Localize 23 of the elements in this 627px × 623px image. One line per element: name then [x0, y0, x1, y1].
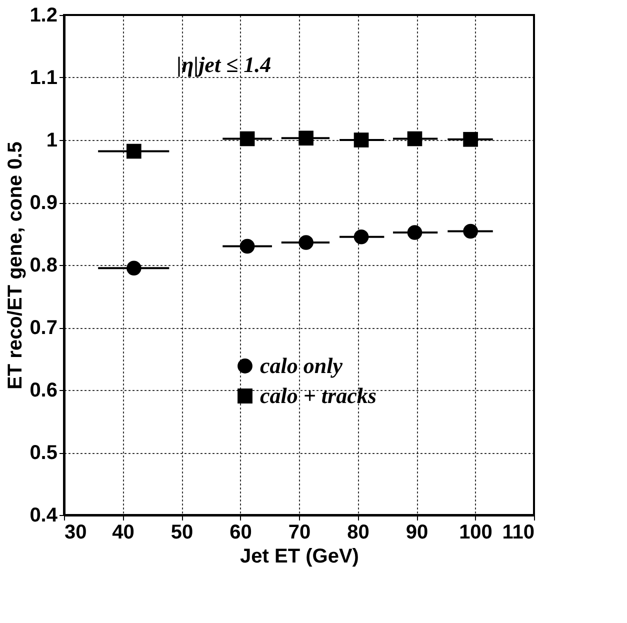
y-tick-label: 1.2 [30, 4, 58, 26]
legend-label: calo only [260, 353, 343, 378]
x-tick-label: 80 [347, 522, 370, 544]
x-axis-title: Jet ET (GeV) [240, 546, 359, 568]
x-tick-label: 50 [170, 522, 194, 544]
y-tick-label: 0.4 [30, 504, 58, 526]
y-tick-label: 0.9 [30, 192, 58, 214]
y-axis-title: ET reco/ET gene, cone 0.5 [4, 142, 27, 390]
legend-label: calo + tracks [260, 383, 376, 408]
y-tick-label: 0.6 [30, 380, 58, 402]
y-tick-label: 0.8 [30, 254, 58, 276]
x-tick-label: 100 [459, 522, 492, 544]
x-tick-label: 70 [288, 522, 311, 544]
x-tick-label: 110 [502, 522, 534, 544]
y-tick-label: 1.1 [30, 67, 58, 89]
x-tick-label: 90 [406, 522, 428, 544]
y-tick-label: 0.7 [30, 317, 58, 339]
x-tick-label: 60 [230, 522, 252, 544]
x-tick-label: 30 [64, 522, 87, 544]
y-tick-label: 0.5 [30, 442, 58, 464]
x-tick-label: 40 [112, 522, 134, 544]
y-tick-label: 1 [46, 130, 58, 152]
annotation: |η|jet ≤ 1.4 [176, 52, 272, 77]
